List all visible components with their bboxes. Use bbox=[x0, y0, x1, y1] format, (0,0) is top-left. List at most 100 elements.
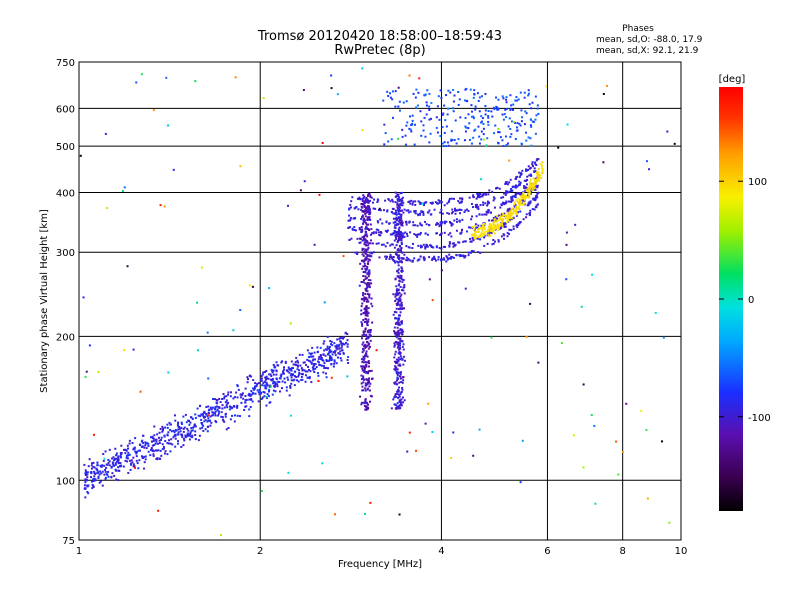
data-point bbox=[112, 459, 115, 462]
data-point bbox=[447, 144, 450, 147]
data-point bbox=[433, 208, 436, 211]
data-point bbox=[517, 206, 520, 209]
data-point bbox=[490, 229, 493, 232]
data-point bbox=[367, 192, 370, 195]
data-point bbox=[504, 183, 507, 186]
data-point bbox=[138, 459, 141, 462]
data-point bbox=[396, 202, 399, 205]
data-point bbox=[98, 481, 101, 484]
data-point bbox=[101, 484, 104, 487]
data-point bbox=[367, 312, 370, 315]
data-point bbox=[398, 244, 401, 247]
data-point bbox=[183, 439, 186, 442]
data-point bbox=[457, 103, 460, 106]
data-point bbox=[365, 226, 368, 229]
data-point bbox=[312, 365, 315, 368]
data-point bbox=[483, 223, 486, 226]
data-point bbox=[369, 242, 372, 245]
data-point bbox=[528, 167, 531, 170]
data-point bbox=[367, 262, 370, 265]
data-point bbox=[393, 330, 396, 333]
data-point bbox=[531, 188, 534, 191]
data-point bbox=[193, 424, 196, 427]
data-point bbox=[358, 237, 361, 240]
data-point bbox=[504, 202, 507, 205]
data-point bbox=[316, 372, 319, 375]
data-point bbox=[453, 94, 456, 97]
data-point bbox=[534, 118, 537, 121]
data-point bbox=[535, 204, 538, 207]
data-point bbox=[106, 463, 109, 466]
data-point bbox=[448, 212, 451, 215]
data-point bbox=[397, 209, 400, 212]
data-point bbox=[325, 366, 328, 369]
data-point bbox=[375, 349, 378, 352]
data-point bbox=[365, 406, 368, 409]
data-point bbox=[189, 433, 192, 436]
data-point bbox=[424, 422, 427, 425]
data-point bbox=[396, 304, 399, 307]
data-point bbox=[210, 408, 213, 411]
data-point bbox=[388, 258, 391, 261]
data-point bbox=[244, 399, 247, 402]
data-point bbox=[140, 455, 143, 458]
data-point bbox=[391, 90, 394, 93]
data-point bbox=[348, 208, 351, 211]
data-point bbox=[503, 225, 506, 228]
data-point bbox=[400, 301, 403, 304]
data-point bbox=[396, 371, 399, 374]
data-point bbox=[362, 330, 365, 333]
data-point bbox=[464, 255, 467, 258]
data-point bbox=[348, 226, 351, 229]
data-point bbox=[360, 403, 363, 406]
data-point bbox=[368, 335, 371, 338]
data-point bbox=[223, 397, 226, 400]
data-point bbox=[497, 127, 500, 130]
data-point bbox=[364, 198, 367, 201]
data-point bbox=[408, 200, 411, 203]
data-point bbox=[378, 233, 381, 236]
data-point bbox=[572, 434, 575, 437]
data-point bbox=[525, 169, 528, 172]
data-point bbox=[244, 405, 247, 408]
data-point bbox=[347, 356, 350, 359]
data-point bbox=[236, 405, 239, 408]
data-point bbox=[439, 211, 442, 214]
data-point bbox=[424, 247, 427, 250]
data-point bbox=[493, 220, 496, 223]
data-point bbox=[518, 192, 521, 195]
data-point bbox=[338, 343, 341, 346]
data-point bbox=[488, 223, 491, 226]
data-point bbox=[463, 256, 466, 259]
data-point bbox=[481, 229, 484, 232]
data-point bbox=[274, 366, 277, 369]
data-point bbox=[370, 282, 373, 285]
data-point bbox=[500, 218, 503, 221]
data-point bbox=[190, 416, 193, 419]
data-point bbox=[364, 275, 367, 278]
data-point bbox=[399, 328, 402, 331]
data-point bbox=[330, 340, 333, 343]
data-point bbox=[441, 212, 444, 215]
data-point bbox=[498, 214, 501, 217]
data-point bbox=[530, 144, 533, 147]
data-point bbox=[471, 233, 474, 236]
data-point bbox=[114, 454, 117, 457]
data-point bbox=[93, 477, 96, 480]
data-point bbox=[241, 394, 244, 397]
data-point bbox=[117, 466, 120, 469]
data-point bbox=[358, 228, 361, 231]
data-point bbox=[440, 208, 443, 211]
data-point bbox=[428, 224, 431, 227]
data-point bbox=[401, 308, 404, 311]
data-point bbox=[179, 430, 182, 433]
data-point bbox=[377, 242, 380, 245]
data-point bbox=[497, 227, 500, 230]
data-point bbox=[492, 196, 495, 199]
data-point bbox=[366, 290, 369, 293]
data-point bbox=[301, 372, 304, 375]
data-point bbox=[364, 364, 367, 367]
data-point bbox=[336, 344, 339, 347]
data-point bbox=[365, 378, 368, 381]
data-point bbox=[398, 256, 401, 259]
